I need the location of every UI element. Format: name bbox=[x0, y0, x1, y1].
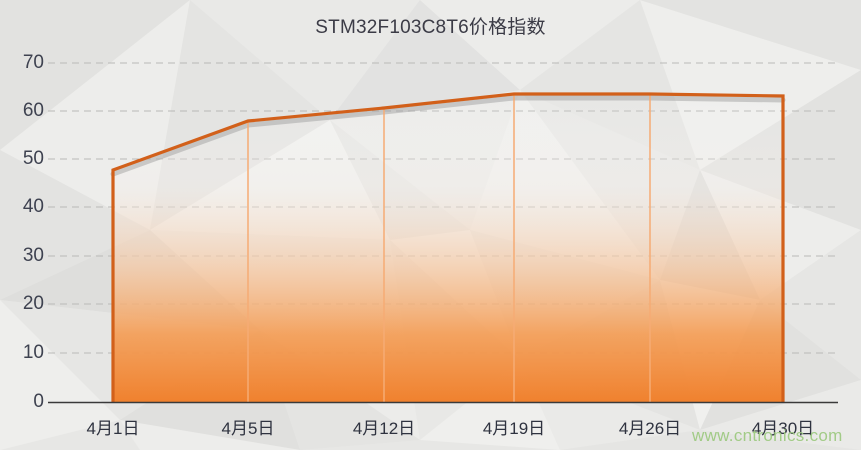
line-shadow bbox=[110, 95, 786, 177]
site-watermark: www.cntronics.com bbox=[692, 426, 843, 445]
y-tick-label: 40 bbox=[22, 196, 44, 217]
y-tick-label: 20 bbox=[22, 293, 44, 314]
x-tick-label-apr19: 4月19日 bbox=[482, 419, 546, 438]
y-tick-label: 70 bbox=[22, 52, 44, 73]
x-tick-label-apr5: 4月5日 bbox=[221, 419, 275, 438]
x-tick-label-apr26: 4月26日 bbox=[618, 419, 682, 438]
vertical-gridlines bbox=[247, 94, 651, 402]
y-tick-label: 60 bbox=[22, 100, 44, 121]
x-tick-label-apr12: 4月12日 bbox=[352, 419, 416, 438]
area-fill bbox=[113, 94, 783, 402]
y-tick-label: 0 bbox=[33, 391, 44, 412]
chart-title: STM32F103C8T6价格指数 bbox=[315, 17, 546, 38]
y-tick-label: 50 bbox=[22, 148, 44, 169]
x-tick-label-apr30: 4月30日 bbox=[751, 419, 815, 438]
x-tick-label-apr1: 4月1日 bbox=[86, 419, 140, 438]
y-tick-label: 30 bbox=[22, 245, 44, 266]
y-tick-label: 10 bbox=[22, 342, 44, 363]
data-line bbox=[111, 92, 785, 402]
